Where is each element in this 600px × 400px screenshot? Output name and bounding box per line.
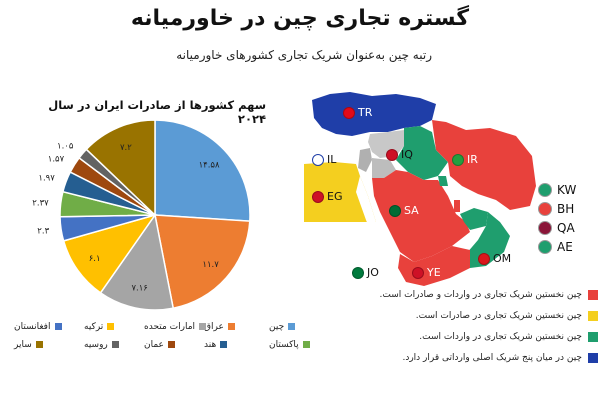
- pie-slice-label-8: ۱.۰۵: [57, 142, 74, 152]
- legend-label: عراق: [204, 322, 224, 332]
- flag-row-kw: KW: [538, 180, 600, 199]
- legend-swatch: [288, 323, 296, 330]
- map-region-kuwait: [438, 176, 448, 186]
- legend-label: سایر: [14, 340, 32, 350]
- pie-legend-item: عراق: [204, 322, 235, 332]
- country-label-turkey: TR: [343, 106, 372, 119]
- pie-slice-label-3: ۶.۱: [89, 254, 101, 264]
- flag-code: QA: [557, 220, 575, 235]
- legend-label: چین نخستین شریک تجاری در واردات و صادرات…: [379, 289, 582, 300]
- map-region-iran: [432, 120, 536, 210]
- legend-label: افغانستان: [14, 322, 51, 332]
- flag-row-qa: QA: [538, 218, 600, 237]
- pie-legend-item: پاکستان: [269, 340, 310, 350]
- pie-legend-item: سایر: [14, 340, 43, 350]
- flag-code: KW: [557, 182, 577, 197]
- legend-swatch: [107, 323, 115, 330]
- gulf-flag-list: KW BH QA AE: [538, 180, 600, 256]
- flag-row-ae: AE: [538, 237, 600, 256]
- map-legend-item-2: چین نخستین شریک تجاری در واردات است.: [388, 326, 598, 347]
- pie-slice-9: [85, 119, 156, 217]
- legend-swatch: [227, 323, 235, 330]
- pie-legend-item: هند: [204, 340, 228, 350]
- legend-swatch: [302, 341, 310, 348]
- pie-legend-item: افغانستان: [14, 322, 62, 332]
- pie-slice-label-2: ۷.۱۶: [131, 283, 147, 293]
- country-label-saudi-arabia: SA: [389, 204, 419, 217]
- pie-legend-item: چین: [269, 322, 296, 332]
- pie-slice-label-5: ۲.۳۷: [32, 199, 49, 209]
- legend-swatch: [588, 289, 598, 300]
- legend-label: هند: [204, 340, 217, 350]
- country-label-iraq: IQ: [386, 148, 413, 161]
- country-label-jordan: JO: [352, 266, 379, 279]
- flag-icon: [538, 220, 552, 235]
- map-region-saudi-arabia: [372, 170, 470, 262]
- legend-label: روسیه: [84, 340, 108, 350]
- map-region-red-sea: [356, 176, 398, 272]
- map-legend-item-0: چین نخستین شریک تجاری در واردات و صادرات…: [380, 284, 598, 305]
- map-region-iraq: [396, 126, 448, 180]
- map-legend: چین نخستین شریک تجاری در واردات و صادرات…: [380, 284, 598, 368]
- pie-slice-0: [154, 119, 251, 222]
- legend-swatch: [167, 341, 175, 348]
- flag-row-bh: BH: [538, 199, 600, 218]
- pie-legend-item: ترکیه: [84, 322, 115, 332]
- pie-slice-label-9: ۷.۲: [120, 143, 132, 153]
- legend-label: پاکستان: [269, 340, 299, 350]
- pie-slice-1: [154, 214, 251, 310]
- pie-slice-label-1: ۱۱.۷: [202, 260, 219, 270]
- flag-code: AE: [557, 239, 573, 254]
- country-label-egypt: EG: [312, 190, 342, 203]
- legend-swatch: [220, 341, 228, 348]
- legend-swatch: [111, 341, 119, 348]
- pie-slice-label-0: ۱۴.۵۸: [199, 160, 220, 170]
- map-legend-item-1: چین نخستین شریک تجاری در صادرات است.: [388, 305, 598, 326]
- map-region-qatar: [454, 200, 460, 212]
- pie-slice-label-4: ۲.۳: [37, 227, 49, 237]
- map-region-egypt: [304, 162, 376, 222]
- legend-label: چین: [269, 322, 285, 332]
- legend-swatch: [588, 310, 598, 321]
- legend-label: چین نخستین شریک تجاری در صادرات است.: [415, 310, 582, 321]
- pie-legend-item: عمان: [144, 340, 175, 350]
- legend-label: چین در میان پنج شریک اصلی وارداتی قرار د…: [402, 352, 582, 363]
- country-label-iran: IR: [452, 153, 478, 166]
- legend-swatch: [588, 331, 598, 342]
- legend-label: ترکیه: [84, 322, 104, 332]
- legend-swatch: [35, 341, 43, 348]
- pie-slice-label-6: ۱.۹۷: [38, 173, 55, 183]
- pie-chart-title: سهم کشورها از صادرات ایران در سال ۲۰۲۴: [48, 98, 266, 126]
- flag-icon: [538, 201, 552, 216]
- flag-code: BH: [557, 201, 575, 216]
- page-subtitle: رتبه چین به‌عنوان شریک تجاری کشورهای خاو…: [176, 48, 432, 62]
- pie-legend-item: روسیه: [84, 340, 119, 350]
- country-label-oman: OM: [478, 252, 511, 265]
- country-label-yemen: YE: [412, 266, 441, 279]
- pie-slice-label-7: ۱.۵۷: [48, 154, 65, 164]
- map-region-uae: [460, 208, 488, 230]
- legend-label: چین نخستین شریک تجاری در واردات است.: [419, 331, 582, 342]
- flag-icon: [538, 182, 552, 197]
- legend-swatch: [54, 323, 62, 330]
- pie-legend-item: امارات متحده: [144, 322, 207, 332]
- map-region-turkey: [312, 92, 436, 136]
- map-region-levant: [358, 148, 372, 172]
- flag-icon: [538, 239, 552, 254]
- map-legend-item-3: چین در میان پنج شریک اصلی وارداتی قرار د…: [388, 347, 598, 368]
- map-region-oman: [466, 212, 510, 268]
- legend-swatch: [199, 323, 207, 330]
- pie-slice-2: [99, 213, 175, 311]
- map-region-jordan: [372, 158, 396, 178]
- legend-label: عمان: [144, 340, 164, 350]
- country-label-israel: IL: [312, 153, 336, 166]
- page-title: گستره تجاری چین در خاورمیانه: [130, 6, 470, 31]
- legend-label: امارات متحده: [144, 322, 196, 332]
- legend-swatch: [588, 352, 598, 363]
